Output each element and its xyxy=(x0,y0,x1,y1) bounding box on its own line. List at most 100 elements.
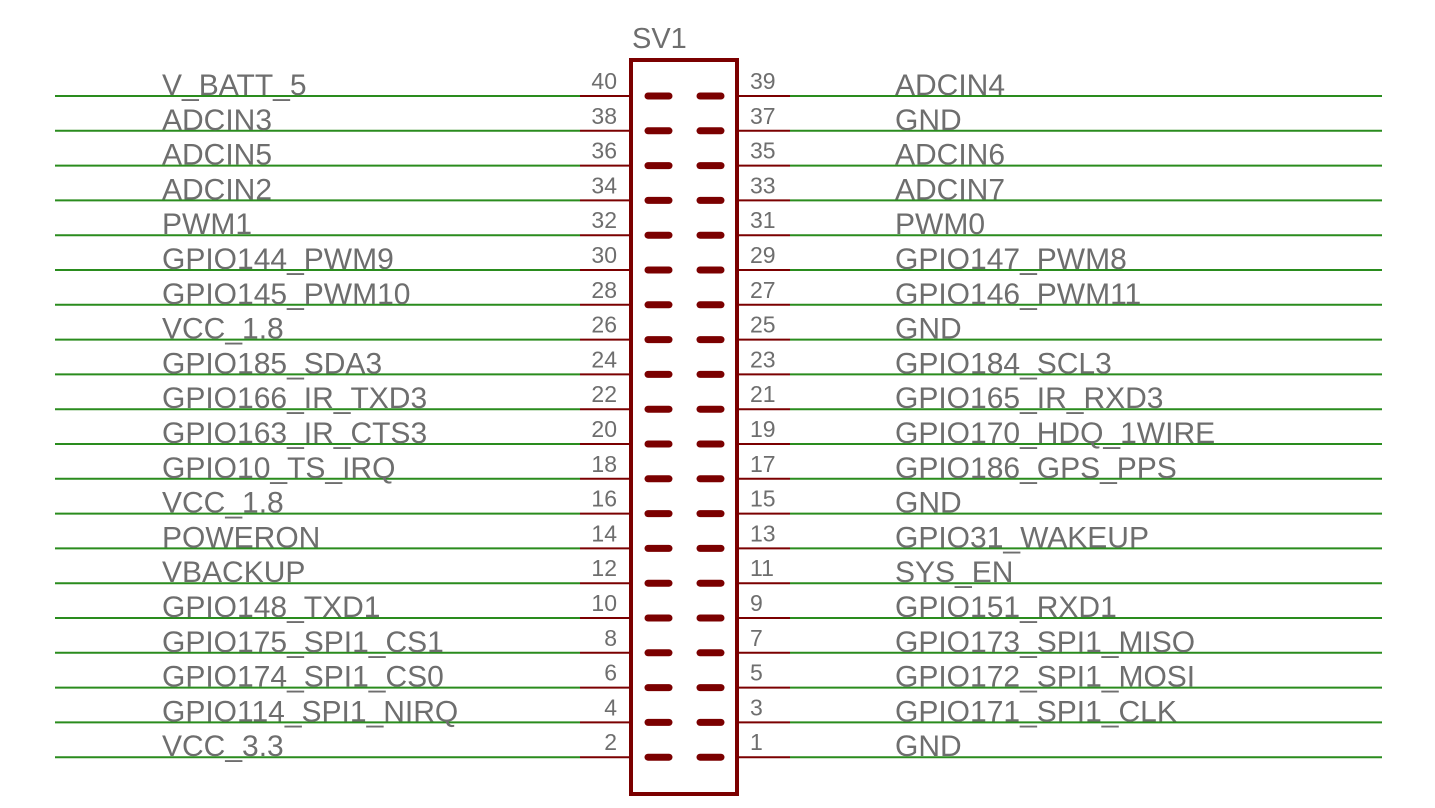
right-pin-number: 31 xyxy=(750,207,776,233)
right-signal-label: GPIO173_SPI1_MISO xyxy=(895,626,1195,659)
right-pin-number: 27 xyxy=(750,277,776,303)
left-pin-number: 24 xyxy=(591,346,617,372)
right-signal-label: GND xyxy=(895,487,962,520)
pin-row: 34 33 ADCIN2 ADCIN7 xyxy=(55,172,1382,206)
left-pin-number: 30 xyxy=(591,242,617,268)
pin-row: 40 39 V_BATT_5 ADCIN4 xyxy=(55,68,1382,102)
left-signal-label: GPIO148_TXD1 xyxy=(162,591,380,624)
pin-row: 24 23 GPIO185_SDA3 GPIO184_SCL3 xyxy=(55,346,1382,380)
left-pin-number: 6 xyxy=(604,660,617,686)
right-signal-label: GPIO172_SPI1_MOSI xyxy=(895,661,1195,694)
left-signal-label: V_BATT_5 xyxy=(162,69,307,102)
pin-row: 8 7 GPIO175_SPI1_CS1 GPIO173_SPI1_MISO xyxy=(55,625,1382,659)
pin-row: 2 1 VCC_3.3 GND xyxy=(55,729,1382,763)
left-signal-label: GPIO185_SDA3 xyxy=(162,347,382,380)
left-pin-number: 26 xyxy=(591,312,617,338)
left-signal-label: GPIO166_IR_TXD3 xyxy=(162,382,427,415)
left-pin-number: 14 xyxy=(591,520,617,546)
left-pin-number: 2 xyxy=(604,729,617,755)
left-pin-number: 28 xyxy=(591,277,617,303)
right-pin-number: 33 xyxy=(750,172,776,198)
pin-row: 10 9 GPIO148_TXD1 GPIO151_RXD1 xyxy=(55,590,1382,624)
left-pin-number: 38 xyxy=(591,103,617,129)
left-signal-label: ADCIN2 xyxy=(162,173,272,206)
left-pin-number: 40 xyxy=(591,68,617,94)
pin-row: 20 19 GPIO163_IR_CTS3 GPIO170_HDQ_1WIRE xyxy=(55,416,1382,450)
right-signal-label: ADCIN7 xyxy=(895,173,1005,206)
right-signal-label: GPIO186_GPS_PPS xyxy=(895,452,1177,485)
right-pin-number: 3 xyxy=(750,694,763,720)
pin-row: 18 17 GPIO10_TS_IRQ GPIO186_GPS_PPS xyxy=(55,451,1382,485)
left-signal-label: VBACKUP xyxy=(162,556,305,589)
left-pin-number: 8 xyxy=(604,625,617,651)
right-pin-number: 11 xyxy=(750,555,774,581)
left-pin-number: 10 xyxy=(591,590,617,616)
right-pin-number: 37 xyxy=(750,103,776,129)
right-pin-number: 1 xyxy=(750,729,763,755)
left-signal-label: GPIO114_SPI1_NIRQ xyxy=(162,695,458,728)
left-signal-label: GPIO144_PWM9 xyxy=(162,243,394,276)
right-signal-label: GPIO171_SPI1_CLK xyxy=(895,695,1177,728)
left-signal-label: GPIO175_SPI1_CS1 xyxy=(162,626,444,659)
pin-row: 6 5 GPIO174_SPI1_CS0 GPIO172_SPI1_MOSI xyxy=(55,660,1382,694)
right-pin-number: 7 xyxy=(750,625,763,651)
right-signal-label: GND xyxy=(895,104,962,137)
right-signal-label: GPIO165_IR_RXD3 xyxy=(895,382,1163,415)
right-signal-label: GPIO170_HDQ_1WIRE xyxy=(895,417,1215,450)
left-signal-label: GPIO145_PWM10 xyxy=(162,278,410,311)
right-pin-number: 21 xyxy=(750,381,776,407)
right-signal-label: PWM0 xyxy=(895,208,985,241)
left-signal-label: VCC_1.8 xyxy=(162,313,284,346)
left-pin-number: 32 xyxy=(591,207,617,233)
pin-row: 12 11 VBACKUP SYS_EN xyxy=(55,555,1382,589)
pin-row: 36 35 ADCIN5 ADCIN6 xyxy=(55,138,1382,172)
pin-row: 22 21 GPIO166_IR_TXD3 GPIO165_IR_RXD3 xyxy=(55,381,1382,415)
right-pin-number: 5 xyxy=(750,660,763,686)
pin-row: 38 37 ADCIN3 GND xyxy=(55,103,1382,137)
right-signal-label: GND xyxy=(895,730,962,763)
right-pin-number: 17 xyxy=(750,451,776,477)
left-signal-label: POWERON xyxy=(162,521,320,554)
pin-row: 14 13 POWERON GPIO31_WAKEUP xyxy=(55,520,1382,554)
pin-row: 28 27 GPIO145_PWM10 GPIO146_PWM11 xyxy=(55,277,1382,311)
left-pin-number: 16 xyxy=(591,486,617,512)
left-pin-number: 22 xyxy=(591,381,617,407)
left-signal-label: GPIO163_IR_CTS3 xyxy=(162,417,427,450)
left-pin-number: 18 xyxy=(591,451,617,477)
right-pin-number: 9 xyxy=(750,590,763,616)
pin-row: 32 31 PWM1 PWM0 xyxy=(55,207,1382,241)
right-signal-label: SYS_EN xyxy=(895,556,1013,589)
right-signal-label: ADCIN4 xyxy=(895,69,1005,102)
right-pin-number: 25 xyxy=(750,312,776,338)
right-signal-label: GPIO151_RXD1 xyxy=(895,591,1117,624)
pin-row: 30 29 GPIO144_PWM9 GPIO147_PWM8 xyxy=(55,242,1382,276)
right-pin-number: 39 xyxy=(750,68,776,94)
right-signal-label: GPIO31_WAKEUP xyxy=(895,521,1149,554)
left-pin-number: 12 xyxy=(591,555,617,581)
left-signal-label: VCC_3.3 xyxy=(162,730,284,763)
left-signal-label: ADCIN3 xyxy=(162,104,272,137)
left-signal-label: GPIO10_TS_IRQ xyxy=(162,452,395,485)
connector-body xyxy=(629,58,739,796)
left-signal-label: PWM1 xyxy=(162,208,252,241)
pin-row: 16 15 VCC_1.8 GND xyxy=(55,486,1382,520)
left-pin-number: 4 xyxy=(604,694,617,720)
left-pin-number: 34 xyxy=(591,172,617,198)
left-signal-label: VCC_1.8 xyxy=(162,487,284,520)
right-signal-label: ADCIN6 xyxy=(895,139,1005,172)
left-pin-number: 20 xyxy=(591,416,617,442)
right-pin-number: 23 xyxy=(750,346,776,372)
right-pin-number: 13 xyxy=(750,520,776,546)
right-pin-number: 19 xyxy=(750,416,776,442)
right-pin-number: 15 xyxy=(750,486,776,512)
right-signal-label: GPIO184_SCL3 xyxy=(895,347,1112,380)
right-pin-number: 35 xyxy=(750,138,776,164)
right-signal-label: GPIO147_PWM8 xyxy=(895,243,1127,276)
part-name-label: SV1 xyxy=(632,23,687,55)
right-signal-label: GPIO146_PWM11 xyxy=(895,278,1141,311)
right-signal-label: GND xyxy=(895,313,962,346)
left-signal-label: GPIO174_SPI1_CS0 xyxy=(162,661,444,694)
pin-row: 26 25 VCC_1.8 GND xyxy=(55,312,1382,346)
